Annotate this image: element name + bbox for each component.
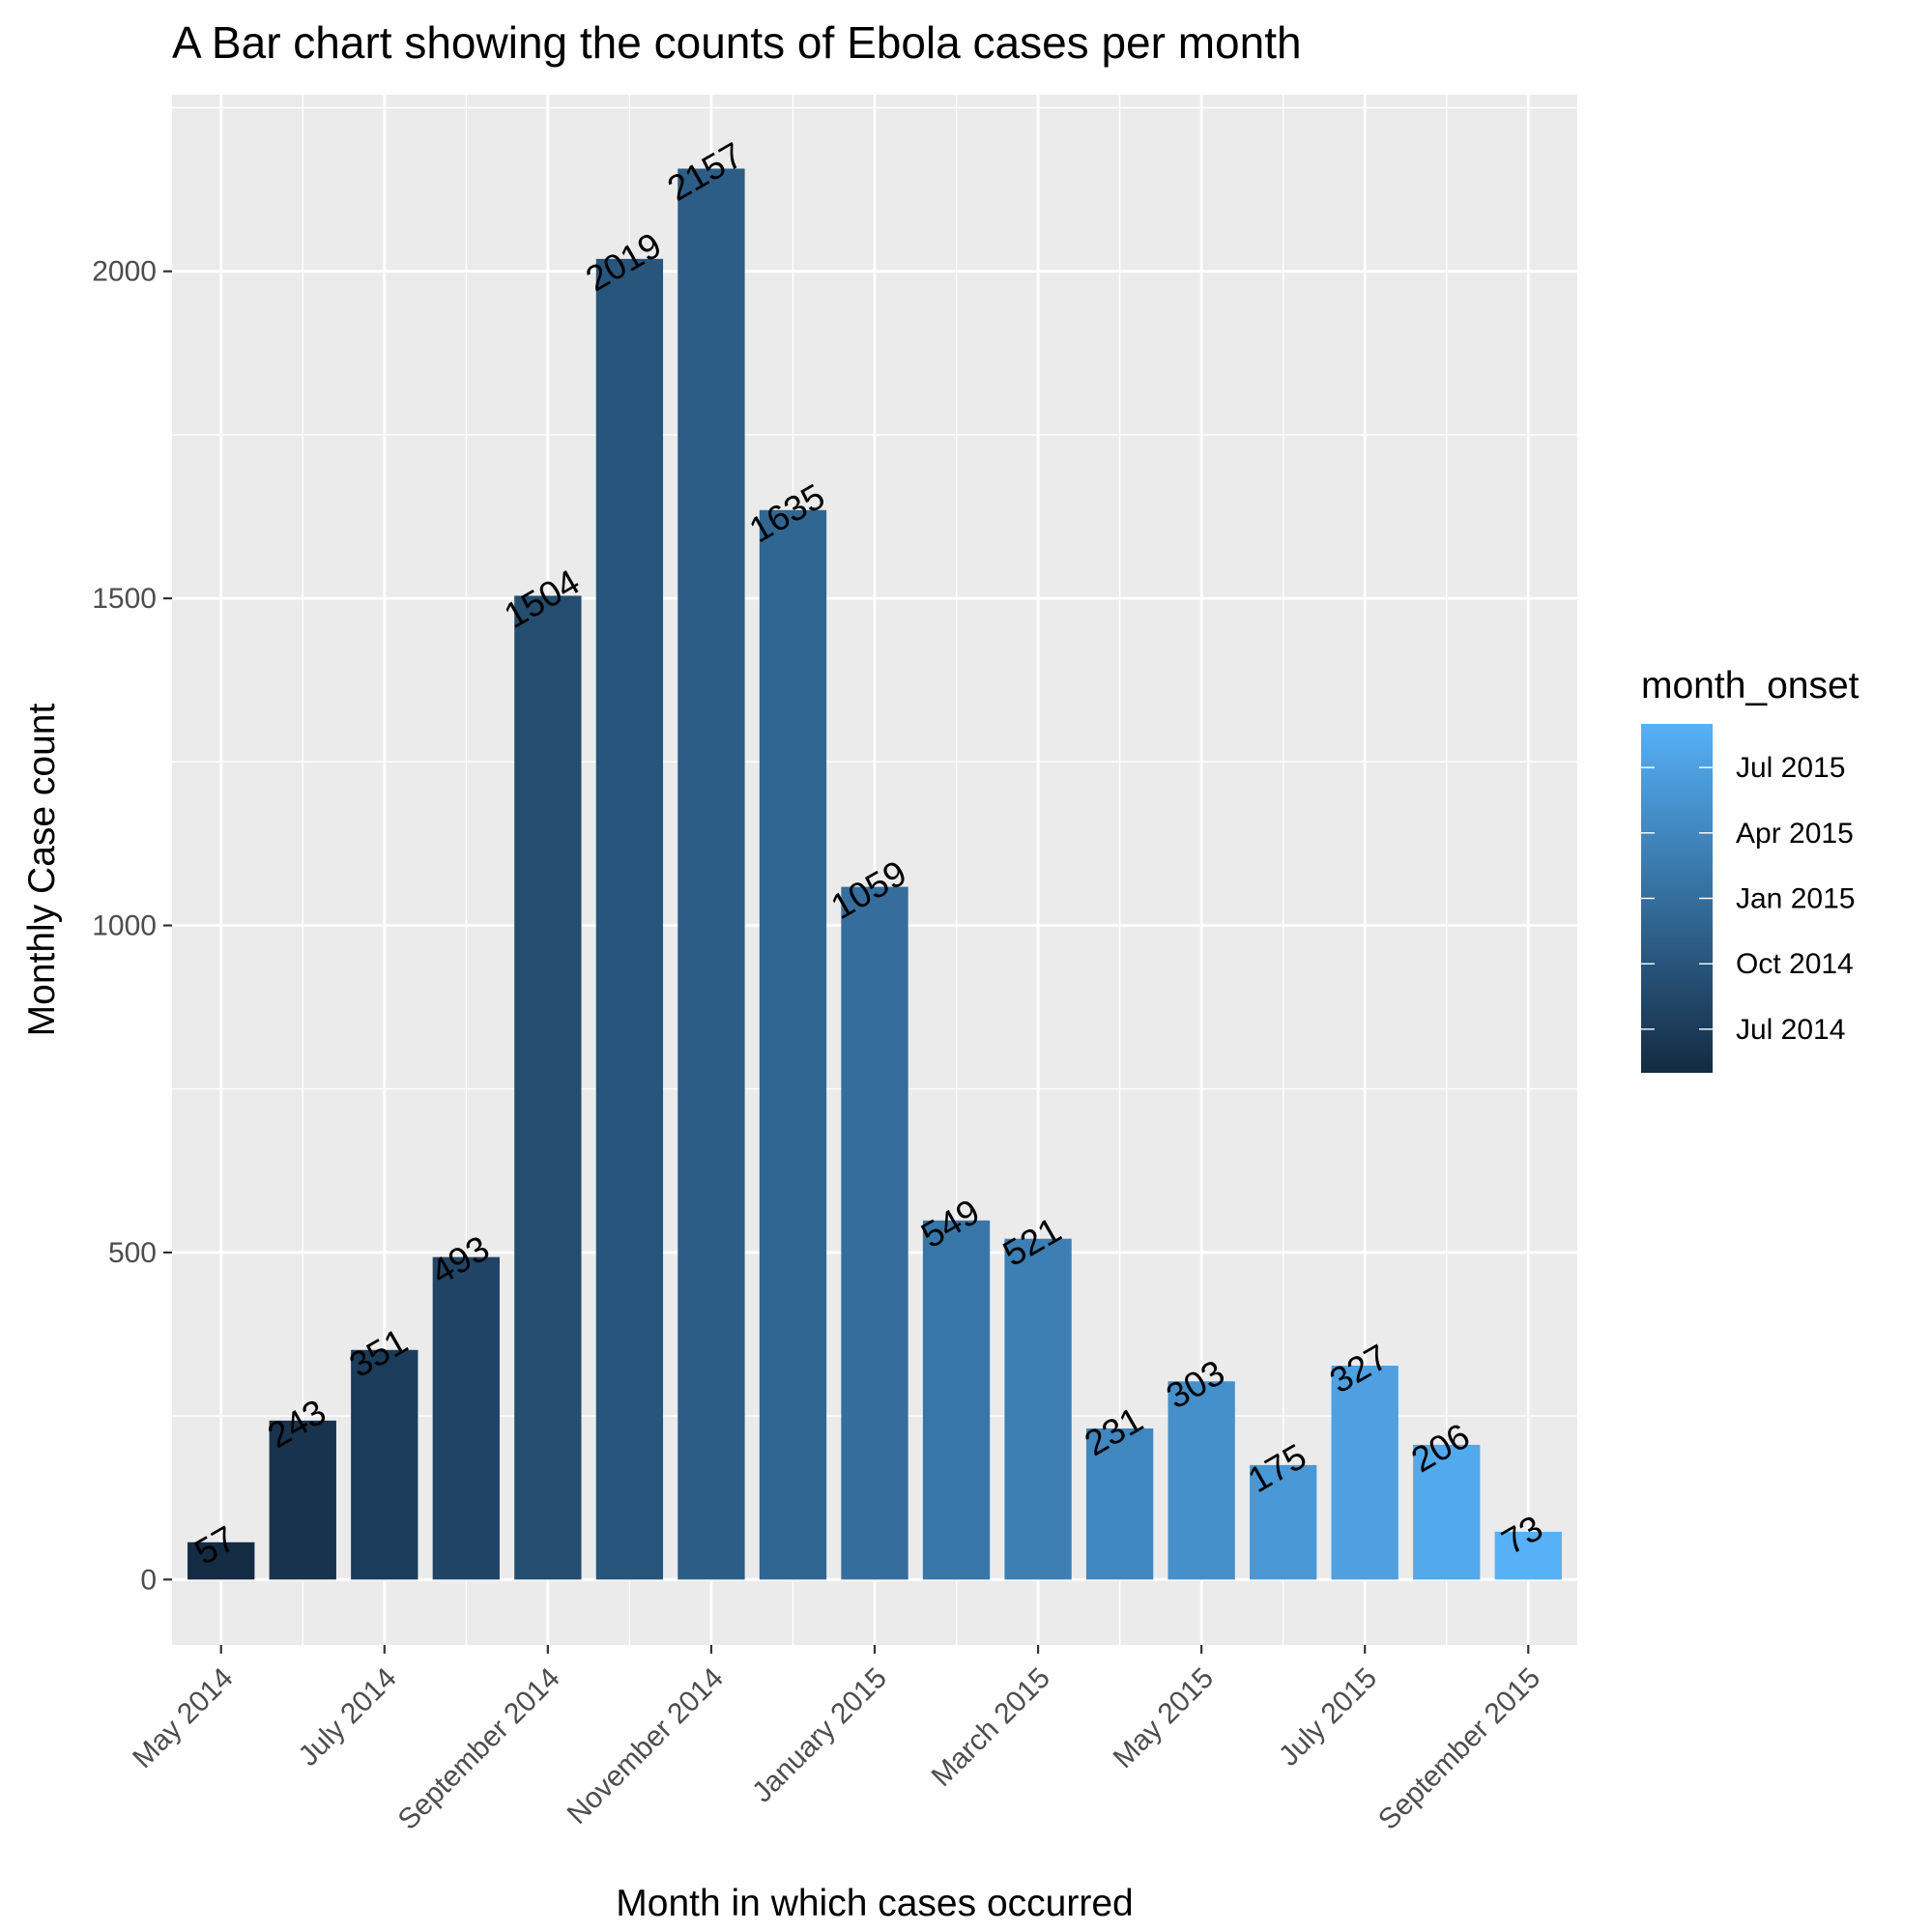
bar <box>595 258 664 1580</box>
bar <box>1085 1427 1154 1580</box>
bar <box>678 168 745 1580</box>
bar <box>1494 1531 1562 1580</box>
x-tick-label: September 2015 <box>1372 1662 1546 1836</box>
bar <box>1413 1444 1481 1580</box>
legend-label: Oct 2014 <box>1736 948 1854 980</box>
bar <box>351 1349 418 1580</box>
bars <box>187 168 1562 1580</box>
x-tick-label: January 2015 <box>746 1662 893 1809</box>
legend: month_onset Jul 2014 Oct 2014 Jan 2015 Apr … <box>1641 665 1860 1073</box>
legend-ticks: Jul 2014 Oct 2014 Jan 2015 Apr 2015 Jul 2015 <box>1641 752 1855 1046</box>
legend-label: Jan 2015 <box>1736 883 1855 915</box>
y-tick-label: 1500 <box>92 583 157 615</box>
x-tick-label: March 2015 <box>926 1662 1056 1793</box>
legend-title: month_onset <box>1641 665 1860 706</box>
y-axis: 0 500 1000 1500 2000 <box>92 256 172 1596</box>
x-tick-label: May 2014 <box>127 1662 239 1774</box>
legend-label: Jul 2015 <box>1736 752 1845 784</box>
y-tick-label: 1000 <box>92 910 157 942</box>
bar <box>922 1220 991 1580</box>
x-axis-title: Month in which cases occurred <box>616 1883 1133 1924</box>
x-tick-label: July 2015 <box>1273 1662 1383 1773</box>
bar <box>1250 1464 1317 1580</box>
legend-label: Apr 2015 <box>1736 818 1854 850</box>
x-tick-label: September 2014 <box>392 1662 566 1836</box>
legend-label: Jul 2014 <box>1736 1014 1845 1046</box>
y-tick-label: 2000 <box>92 256 157 288</box>
y-axis-title: Monthly Case count <box>21 704 63 1037</box>
bar <box>841 886 908 1580</box>
bar <box>1168 1381 1235 1580</box>
x-tick-label: November 2014 <box>562 1662 730 1831</box>
x-tick-label: May 2015 <box>1108 1662 1220 1774</box>
bar <box>432 1256 500 1580</box>
bar <box>1331 1366 1399 1580</box>
bar <box>514 595 582 1580</box>
y-tick-label: 0 <box>140 1564 157 1596</box>
bar <box>269 1420 336 1580</box>
bar <box>187 1542 255 1580</box>
bar <box>1004 1238 1072 1580</box>
y-tick-label: 500 <box>108 1237 157 1269</box>
bar <box>759 509 827 1580</box>
chart-title: A Bar chart showing the counts of Ebola … <box>172 17 1302 68</box>
x-tick-label: July 2014 <box>293 1662 403 1773</box>
